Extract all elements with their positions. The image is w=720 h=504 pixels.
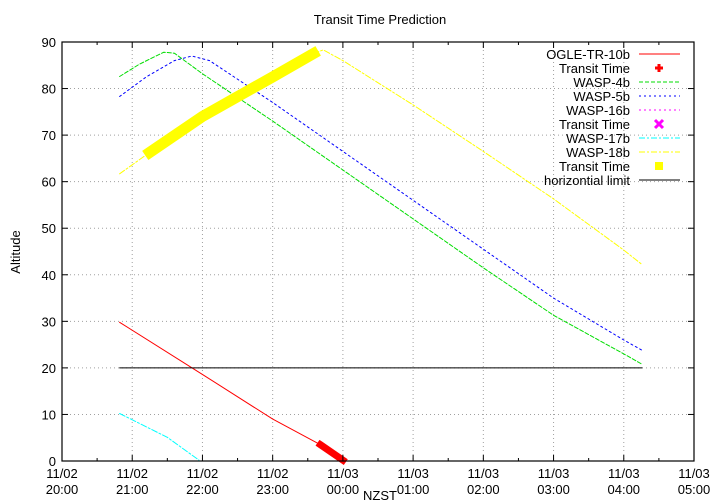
series-wasp-17b (119, 413, 200, 461)
series-ogle-tr-10b (119, 321, 344, 461)
y-tick-label: 50 (42, 221, 56, 236)
x-tick-time: 22:00 (186, 482, 219, 497)
x-tick-time: 04:00 (608, 482, 641, 497)
legend-label: horizontial limit (544, 173, 630, 188)
series-transit-time (315, 439, 348, 465)
y-tick-label: 80 (42, 82, 56, 97)
square-marker-icon (655, 162, 663, 170)
plot-series (119, 46, 643, 465)
series-wasp-18b (119, 49, 643, 265)
legend-label: WASP-18b (566, 145, 630, 160)
legend-label: OGLE-TR-10b (546, 47, 630, 62)
legend-label: Transit Time (559, 159, 630, 174)
y-tick-label: 10 (42, 407, 56, 422)
x-tick-date: 11/03 (608, 466, 640, 481)
series-wasp-4b (119, 51, 643, 365)
plus-marker-icon (655, 64, 663, 72)
y-tick-label: 40 (42, 268, 56, 283)
y-tick-label: 0 (49, 454, 56, 469)
legend-label: Transit Time (559, 117, 630, 132)
x-tick-date: 11/03 (678, 466, 710, 481)
series-wasp-5b (119, 55, 643, 351)
x-tick-time: 00:00 (327, 482, 360, 497)
x-axis-label: NZST (363, 488, 397, 503)
cross-marker-icon (653, 118, 665, 130)
axis-ticks: 010203040506070809011/0220:0011/0221:001… (42, 35, 711, 497)
x-tick-time: 21:00 (116, 482, 149, 497)
x-tick-date: 11/03 (327, 466, 359, 481)
x-tick-time: 05:00 (678, 482, 711, 497)
legend-label: WASP-16b (566, 103, 630, 118)
y-tick-label: 70 (42, 128, 56, 143)
x-tick-time: 01:00 (397, 482, 430, 497)
x-tick-time: 23:00 (256, 482, 289, 497)
x-tick-date: 11/03 (397, 466, 429, 481)
y-tick-label: 90 (42, 35, 56, 50)
x-tick-date: 11/02 (116, 466, 148, 481)
legend-label: Transit Time (559, 61, 630, 76)
y-tick-label: 60 (42, 175, 56, 190)
x-tick-date: 11/03 (468, 466, 500, 481)
x-tick-time: 20:00 (46, 482, 79, 497)
x-tick-time: 02:00 (467, 482, 500, 497)
legend-label: WASP-5b (573, 89, 630, 104)
x-tick-date: 11/02 (257, 466, 289, 481)
y-tick-label: 30 (42, 314, 56, 329)
y-tick-label: 20 (42, 361, 56, 376)
x-tick-date: 11/02 (46, 466, 78, 481)
y-axis-label: Altitude (8, 230, 23, 273)
x-tick-time: 03:00 (537, 482, 570, 497)
legend-label: WASP-4b (573, 75, 630, 90)
legend-label: WASP-17b (566, 131, 630, 146)
x-tick-date: 11/03 (538, 466, 570, 481)
series-transit-time (142, 46, 321, 160)
chart-title: Transit Time Prediction (314, 12, 446, 27)
x-tick-date: 11/02 (187, 466, 219, 481)
